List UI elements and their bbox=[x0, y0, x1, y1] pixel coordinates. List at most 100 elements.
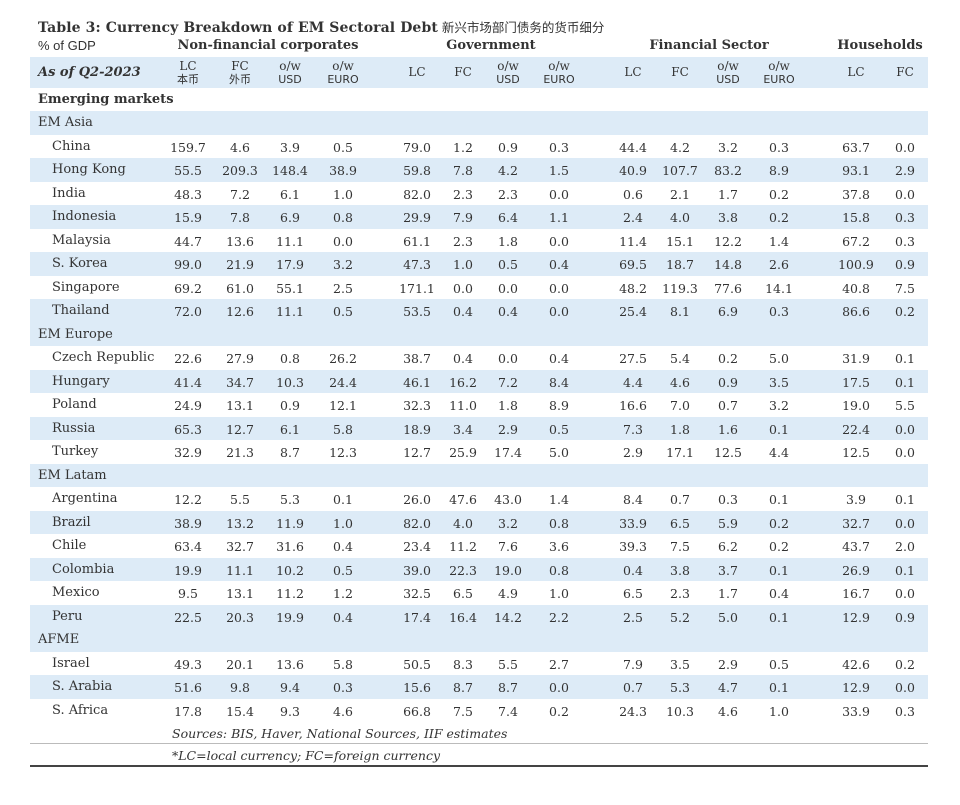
value-cell: 48.3 bbox=[174, 186, 202, 202]
value-cell: 20.3 bbox=[226, 609, 254, 625]
value-cell: 0.1 bbox=[333, 492, 353, 507]
value-cell: 16.2 bbox=[449, 374, 477, 390]
value-cell: 15.4 bbox=[226, 703, 254, 719]
value-cell: 38.9 bbox=[174, 515, 202, 531]
value-cell: 0.1 bbox=[769, 562, 789, 578]
value-cell: 1.0 bbox=[453, 257, 473, 272]
group-header-government: Government bbox=[446, 38, 536, 53]
value-cell: 13.1 bbox=[226, 586, 254, 601]
table-row: Brazil 38.9 13.2 11.9 1.0 82.0 4.0 3.2 0.8 33.9 6.… bbox=[30, 510, 928, 534]
value-cell: 0.3 bbox=[895, 233, 915, 249]
value-cell: 3.4 bbox=[453, 421, 473, 437]
value-cell: 8.7 bbox=[498, 680, 518, 695]
section-band bbox=[30, 111, 928, 135]
value-cell: 0.0 bbox=[895, 445, 915, 460]
value-cell: 4.2 bbox=[670, 139, 690, 155]
value-cell: 11.0 bbox=[449, 398, 477, 413]
value-cell: 0.0 bbox=[895, 586, 915, 601]
value-cell: 9.4 bbox=[280, 680, 300, 695]
value-cell: 14.1 bbox=[765, 280, 793, 296]
value-cell: 32.3 bbox=[403, 398, 431, 413]
value-cell: 61.0 bbox=[226, 280, 254, 296]
value-cell: 4.6 bbox=[718, 703, 738, 719]
value-cell: 82.0 bbox=[403, 515, 431, 531]
value-cell: 0.1 bbox=[769, 609, 789, 625]
value-cell: 4.0 bbox=[453, 515, 473, 531]
value-cell: 0.1 bbox=[895, 374, 915, 390]
country-name: Russia bbox=[52, 420, 96, 436]
value-cell: 2.3 bbox=[498, 186, 518, 202]
value-cell: 4.6 bbox=[670, 374, 690, 390]
value-cell: 72.0 bbox=[174, 304, 202, 319]
value-cell: 3.6 bbox=[549, 539, 569, 554]
table-row: China 159.7 4.6 3.9 0.5 79.0 1.2 0.9 0.3 44.4 4.2 3… bbox=[30, 135, 928, 159]
value-cell: 40.8 bbox=[842, 280, 870, 296]
value-cell: 17.8 bbox=[174, 703, 202, 719]
value-cell: 0.3 bbox=[769, 304, 789, 319]
value-cell: 1.4 bbox=[769, 233, 789, 249]
value-cell: 3.2 bbox=[333, 257, 353, 272]
section-label: EM Latam bbox=[38, 467, 107, 483]
value-cell: 55.1 bbox=[276, 280, 304, 296]
value-cell: 2.9 bbox=[623, 445, 643, 460]
value-cell: 5.8 bbox=[333, 421, 353, 437]
value-cell: 0.4 bbox=[333, 539, 353, 554]
value-cell: 15.1 bbox=[666, 233, 694, 249]
value-cell: 0.0 bbox=[498, 280, 518, 296]
value-cell: 0.9 bbox=[498, 139, 518, 155]
table-row: Malaysia 44.7 13.6 11.1 0.0 61.1 2.3 1.8 0.0 11.4… bbox=[30, 229, 928, 253]
country-name: Brazil bbox=[52, 514, 91, 530]
value-cell: 2.3 bbox=[453, 233, 473, 249]
value-cell: 2.3 bbox=[670, 586, 690, 601]
value-cell: 2.7 bbox=[549, 656, 569, 672]
column-header: o/w EURO bbox=[763, 60, 794, 87]
group-header-households: Households bbox=[837, 38, 923, 53]
value-cell: 39.3 bbox=[619, 539, 647, 554]
column-header-sub: USD bbox=[716, 73, 740, 86]
value-cell: 11.1 bbox=[226, 562, 254, 578]
value-cell: 0.4 bbox=[623, 562, 643, 578]
value-cell: 16.7 bbox=[842, 586, 870, 601]
value-cell: 26.9 bbox=[842, 562, 870, 578]
column-header-top: LC bbox=[408, 65, 426, 79]
value-cell: 5.3 bbox=[280, 492, 300, 507]
country-name: Mexico bbox=[52, 585, 100, 600]
value-cell: 1.0 bbox=[549, 586, 569, 601]
value-cell: 10.3 bbox=[666, 703, 694, 719]
value-cell: 1.0 bbox=[333, 515, 353, 531]
value-cell: 22.6 bbox=[174, 351, 202, 366]
value-cell: 77.6 bbox=[714, 280, 742, 296]
value-cell: 1.8 bbox=[670, 421, 690, 437]
value-cell: 93.1 bbox=[842, 163, 870, 178]
value-cell: 1.8 bbox=[498, 233, 518, 249]
value-cell: 2.5 bbox=[333, 280, 353, 296]
value-cell: 2.9 bbox=[718, 656, 738, 672]
value-cell: 2.9 bbox=[498, 421, 518, 437]
value-cell: 18.7 bbox=[666, 257, 694, 272]
value-cell: 26.0 bbox=[403, 492, 431, 507]
column-header-top: o/w bbox=[717, 59, 739, 73]
value-cell: 7.8 bbox=[230, 210, 250, 225]
value-cell: 2.9 bbox=[895, 163, 915, 178]
value-cell: 7.9 bbox=[623, 656, 643, 672]
value-cell: 33.9 bbox=[619, 515, 647, 531]
value-cell: 19.0 bbox=[494, 562, 522, 578]
value-cell: 24.3 bbox=[619, 703, 647, 719]
column-header: o/w EURO bbox=[543, 60, 574, 87]
value-cell: 107.7 bbox=[662, 163, 698, 178]
value-cell: 50.5 bbox=[403, 656, 431, 672]
country-name: China bbox=[52, 138, 91, 154]
value-cell: 0.9 bbox=[718, 374, 738, 390]
value-cell: 12.6 bbox=[226, 304, 254, 319]
value-cell: 9.8 bbox=[230, 680, 250, 695]
value-cell: 15.9 bbox=[174, 210, 202, 225]
value-cell: 61.1 bbox=[403, 233, 431, 249]
country-name: Peru bbox=[52, 608, 83, 624]
value-cell: 0.1 bbox=[895, 492, 915, 507]
value-cell: 7.2 bbox=[230, 186, 250, 202]
value-cell: 47.3 bbox=[403, 257, 431, 272]
value-cell: 1.2 bbox=[453, 139, 473, 155]
value-cell: 27.5 bbox=[619, 351, 647, 366]
header-band bbox=[30, 57, 928, 88]
value-cell: 53.5 bbox=[403, 304, 431, 319]
